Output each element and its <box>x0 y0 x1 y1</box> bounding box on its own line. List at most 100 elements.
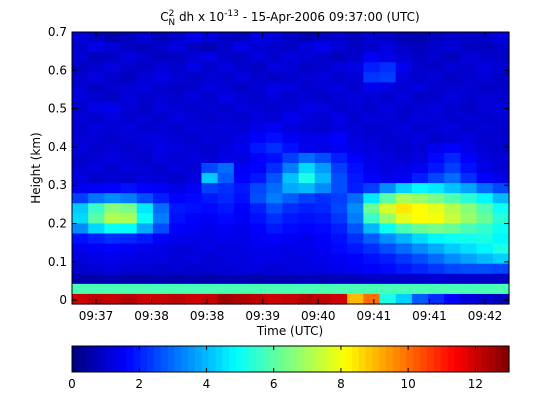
heatmap-cell <box>185 233 203 245</box>
heatmap-cell <box>395 193 413 204</box>
heatmap-cell <box>233 273 251 285</box>
heatmap-cell <box>185 32 203 43</box>
heatmap-cell <box>217 253 235 265</box>
heatmap-cell <box>411 92 429 104</box>
heatmap-cell <box>250 203 267 214</box>
colorbar-band <box>399 346 408 372</box>
heatmap-cell <box>120 32 138 43</box>
heatmap-cell <box>201 52 219 63</box>
heatmap-cell <box>250 173 267 184</box>
heatmap-cell <box>428 152 445 164</box>
heatmap-cell <box>233 183 251 194</box>
heatmap-cell <box>363 92 381 104</box>
heatmap-cell <box>185 82 203 94</box>
heatmap-cell <box>411 293 429 305</box>
colorbar-band <box>133 346 141 372</box>
heatmap-cell <box>88 62 105 73</box>
heatmap-cell <box>476 62 494 73</box>
heatmap-cell <box>379 62 397 73</box>
heatmap-cell <box>492 203 510 214</box>
heatmap-cell <box>266 42 284 53</box>
heatmap-cell <box>169 193 186 204</box>
heatmap-cell <box>250 273 267 285</box>
heatmap-cell <box>88 173 105 184</box>
heatmap-cell <box>152 273 170 285</box>
heatmap-cell <box>250 32 267 43</box>
heatmap-cell <box>492 122 510 134</box>
heatmap-cell <box>428 223 445 235</box>
colorbar-band <box>242 346 251 372</box>
heatmap-cell <box>363 72 381 83</box>
heatmap-cell <box>104 283 122 295</box>
colorbar-band <box>297 346 305 372</box>
heatmap-cell <box>476 142 494 154</box>
heatmap-cell <box>136 42 154 53</box>
heatmap-cell <box>428 243 445 255</box>
heatmap-cell <box>217 173 235 184</box>
heatmap-cell <box>428 132 445 144</box>
heatmap-cell <box>444 173 462 184</box>
heatmap-cell <box>330 273 348 285</box>
heatmap-cell <box>152 92 170 104</box>
heatmap-cell <box>88 193 105 204</box>
heatmap-cell <box>379 102 397 114</box>
heatmap-cell <box>444 213 462 224</box>
heatmap-cell <box>314 233 332 245</box>
heatmap-cell <box>104 162 122 174</box>
heatmap-cell <box>104 72 122 83</box>
heatmap-cell <box>492 92 510 104</box>
heatmap-cell <box>152 173 170 184</box>
colorbar-band <box>235 346 244 372</box>
heatmap-cell <box>266 203 284 214</box>
colorbar-band <box>474 346 483 372</box>
heatmap-cell <box>444 152 462 164</box>
heatmap-cell <box>363 112 381 124</box>
heatmap-cell <box>347 213 364 224</box>
heatmap-cell <box>476 92 494 104</box>
heatmap-cell <box>266 263 284 275</box>
heatmap-cell <box>492 162 510 174</box>
heatmap-cell <box>411 142 429 154</box>
heatmap-cell <box>282 122 300 134</box>
heatmap-cell <box>250 82 267 94</box>
heatmap-cell <box>460 62 478 73</box>
heatmap-cell <box>363 263 381 275</box>
heatmap-cell <box>476 273 494 285</box>
heatmap-cell <box>314 82 332 94</box>
heatmap-cell <box>201 193 219 204</box>
heatmap-cell <box>444 122 462 134</box>
heatmap-cell <box>347 62 364 73</box>
heatmap-cell <box>104 223 122 235</box>
heatmap-cell <box>428 32 445 43</box>
colorbar-band <box>392 346 401 372</box>
heatmap-cell <box>136 283 154 295</box>
heatmap-cell <box>136 203 154 214</box>
heatmap-cell <box>266 122 284 134</box>
heatmap-cell <box>395 42 413 53</box>
heatmap-cell <box>428 92 445 104</box>
heatmap-cell <box>411 132 429 144</box>
heatmap-cell <box>282 233 300 245</box>
heatmap-cell <box>120 92 138 104</box>
colorbar-band <box>345 346 353 372</box>
heatmap-cell <box>347 102 364 114</box>
heatmap-cell <box>330 243 348 255</box>
heatmap-cell <box>169 112 186 124</box>
heatmap-cell <box>492 82 510 94</box>
colorbar-band <box>208 346 216 372</box>
heatmap-cell <box>185 162 203 174</box>
heatmap-cell <box>314 142 332 154</box>
heatmap-cell <box>363 203 381 214</box>
heatmap-cell <box>379 72 397 83</box>
heatmap-cell <box>428 173 445 184</box>
heatmap-cell <box>250 253 267 265</box>
y-tick-label: 0.7 <box>48 25 67 39</box>
heatmap-cell <box>136 273 154 285</box>
heatmap-cell <box>72 213 89 224</box>
heatmap-cell <box>217 293 235 305</box>
heatmap-cell <box>233 162 251 174</box>
heatmap-cell <box>411 213 429 224</box>
heatmap-cell <box>298 32 316 43</box>
heatmap-cell <box>233 112 251 124</box>
heatmap-cell <box>314 223 332 235</box>
